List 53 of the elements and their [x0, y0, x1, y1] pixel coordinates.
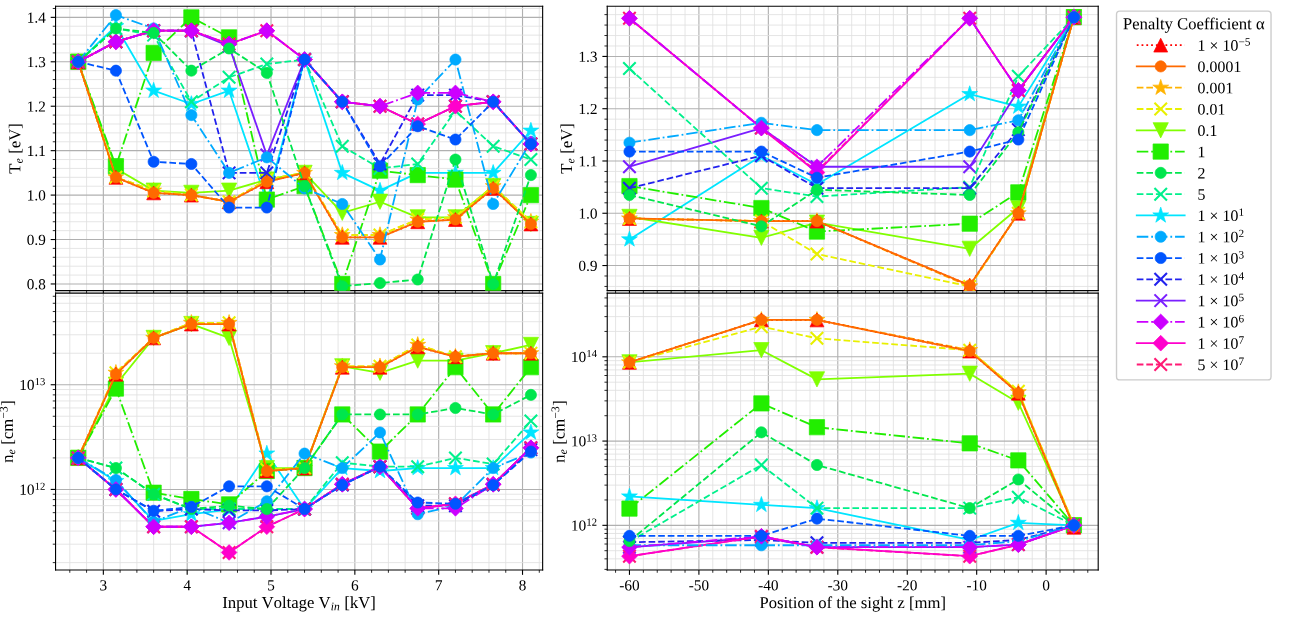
y-axis-title: T$_{e}$ [eV] [8, 124, 23, 174]
y-tick-label: 1.2 [579, 103, 597, 115]
y-tick-label: 1.2 [28, 101, 45, 112]
legend-label: 0.0001 [1198, 61, 1241, 73]
legend-label: 1 × 10$^{6}$ [1198, 314, 1244, 328]
legend-label: 1 × 10$^{2}$ [1198, 229, 1244, 243]
x-tick-label: 0 [1042, 580, 1050, 591]
x-tick-label: 8 [519, 580, 526, 591]
y-axis-title: T$_{e}$ [eV] [560, 124, 575, 174]
legend-label: 0.01 [1198, 103, 1225, 115]
y-tick-label: 10$^{14}$ [572, 350, 597, 363]
x-tick-label: 4 [183, 580, 191, 591]
x-tick-label: 3 [100, 580, 107, 591]
y-tick-label: 0.8 [27, 279, 46, 290]
legend-label: 5 × 10$^{7}$ [1198, 357, 1244, 371]
y-tick-label: 1.3 [579, 51, 597, 62]
y-tick-label: 10$^{12}$ [572, 518, 597, 531]
y-tick-label: 1.0 [28, 190, 46, 201]
y-axis-title: n$_{e}$ [cm$^{−3}$] [0, 401, 16, 463]
y-tick-label: 0.9 [27, 234, 46, 246]
x-tick-label: -40 [758, 580, 778, 591]
x-axis-title: Position of the sight z [mm] [759, 596, 945, 612]
legend-label: 1 × 10$^{3}$ [1198, 251, 1244, 264]
legend-label: 1 × 10$^{7}$ [1198, 336, 1244, 349]
y-axis-title: n$_{e}$ [cm$^{−3}$] [551, 401, 567, 463]
legend-label: 1 [1198, 146, 1205, 158]
y-tick-label: 10$^{12}$ [20, 482, 45, 495]
legend-label: 1 × 10$^{1}$ [1198, 208, 1244, 222]
y-tick-label: 10$^{13}$ [572, 434, 597, 447]
legend-label: 1 × 10$^{−5}$ [1198, 38, 1250, 51]
legend-label: 0.001 [1198, 82, 1233, 94]
y-tick-label: 1.1 [28, 145, 45, 157]
y-tick-label: 0.9 [579, 260, 597, 272]
x-tick-label: 5 [268, 580, 275, 591]
legend-label: 0.1 [1198, 125, 1217, 137]
x-axis-title: Input Voltage V$_{in}$ [kV] [222, 596, 375, 612]
x-tick-label: -30 [828, 580, 848, 591]
legend-label: 1 × 10$^{5}$ [1198, 293, 1244, 307]
x-tick-label: 6 [351, 580, 359, 591]
y-tick-label: 1.0 [579, 208, 597, 219]
y-tick-label: 10$^{13}$ [20, 377, 45, 391]
y-tick-label: 1.1 [579, 156, 597, 167]
x-tick-label: -60 [619, 580, 640, 591]
legend-label: 5 [1198, 189, 1205, 200]
y-tick-label: 1.4 [28, 12, 46, 23]
legend-title: Penalty Coefficient α [1123, 17, 1265, 33]
legend-label: 2 [1198, 167, 1205, 179]
legend-label: 1 × 10$^{4}$ [1198, 272, 1244, 285]
x-tick-label: -10 [967, 580, 987, 591]
x-tick-label: -50 [689, 580, 709, 591]
x-tick-label: 7 [435, 580, 443, 591]
x-tick-label: -20 [897, 580, 917, 591]
y-tick-label: 1.3 [28, 56, 46, 68]
